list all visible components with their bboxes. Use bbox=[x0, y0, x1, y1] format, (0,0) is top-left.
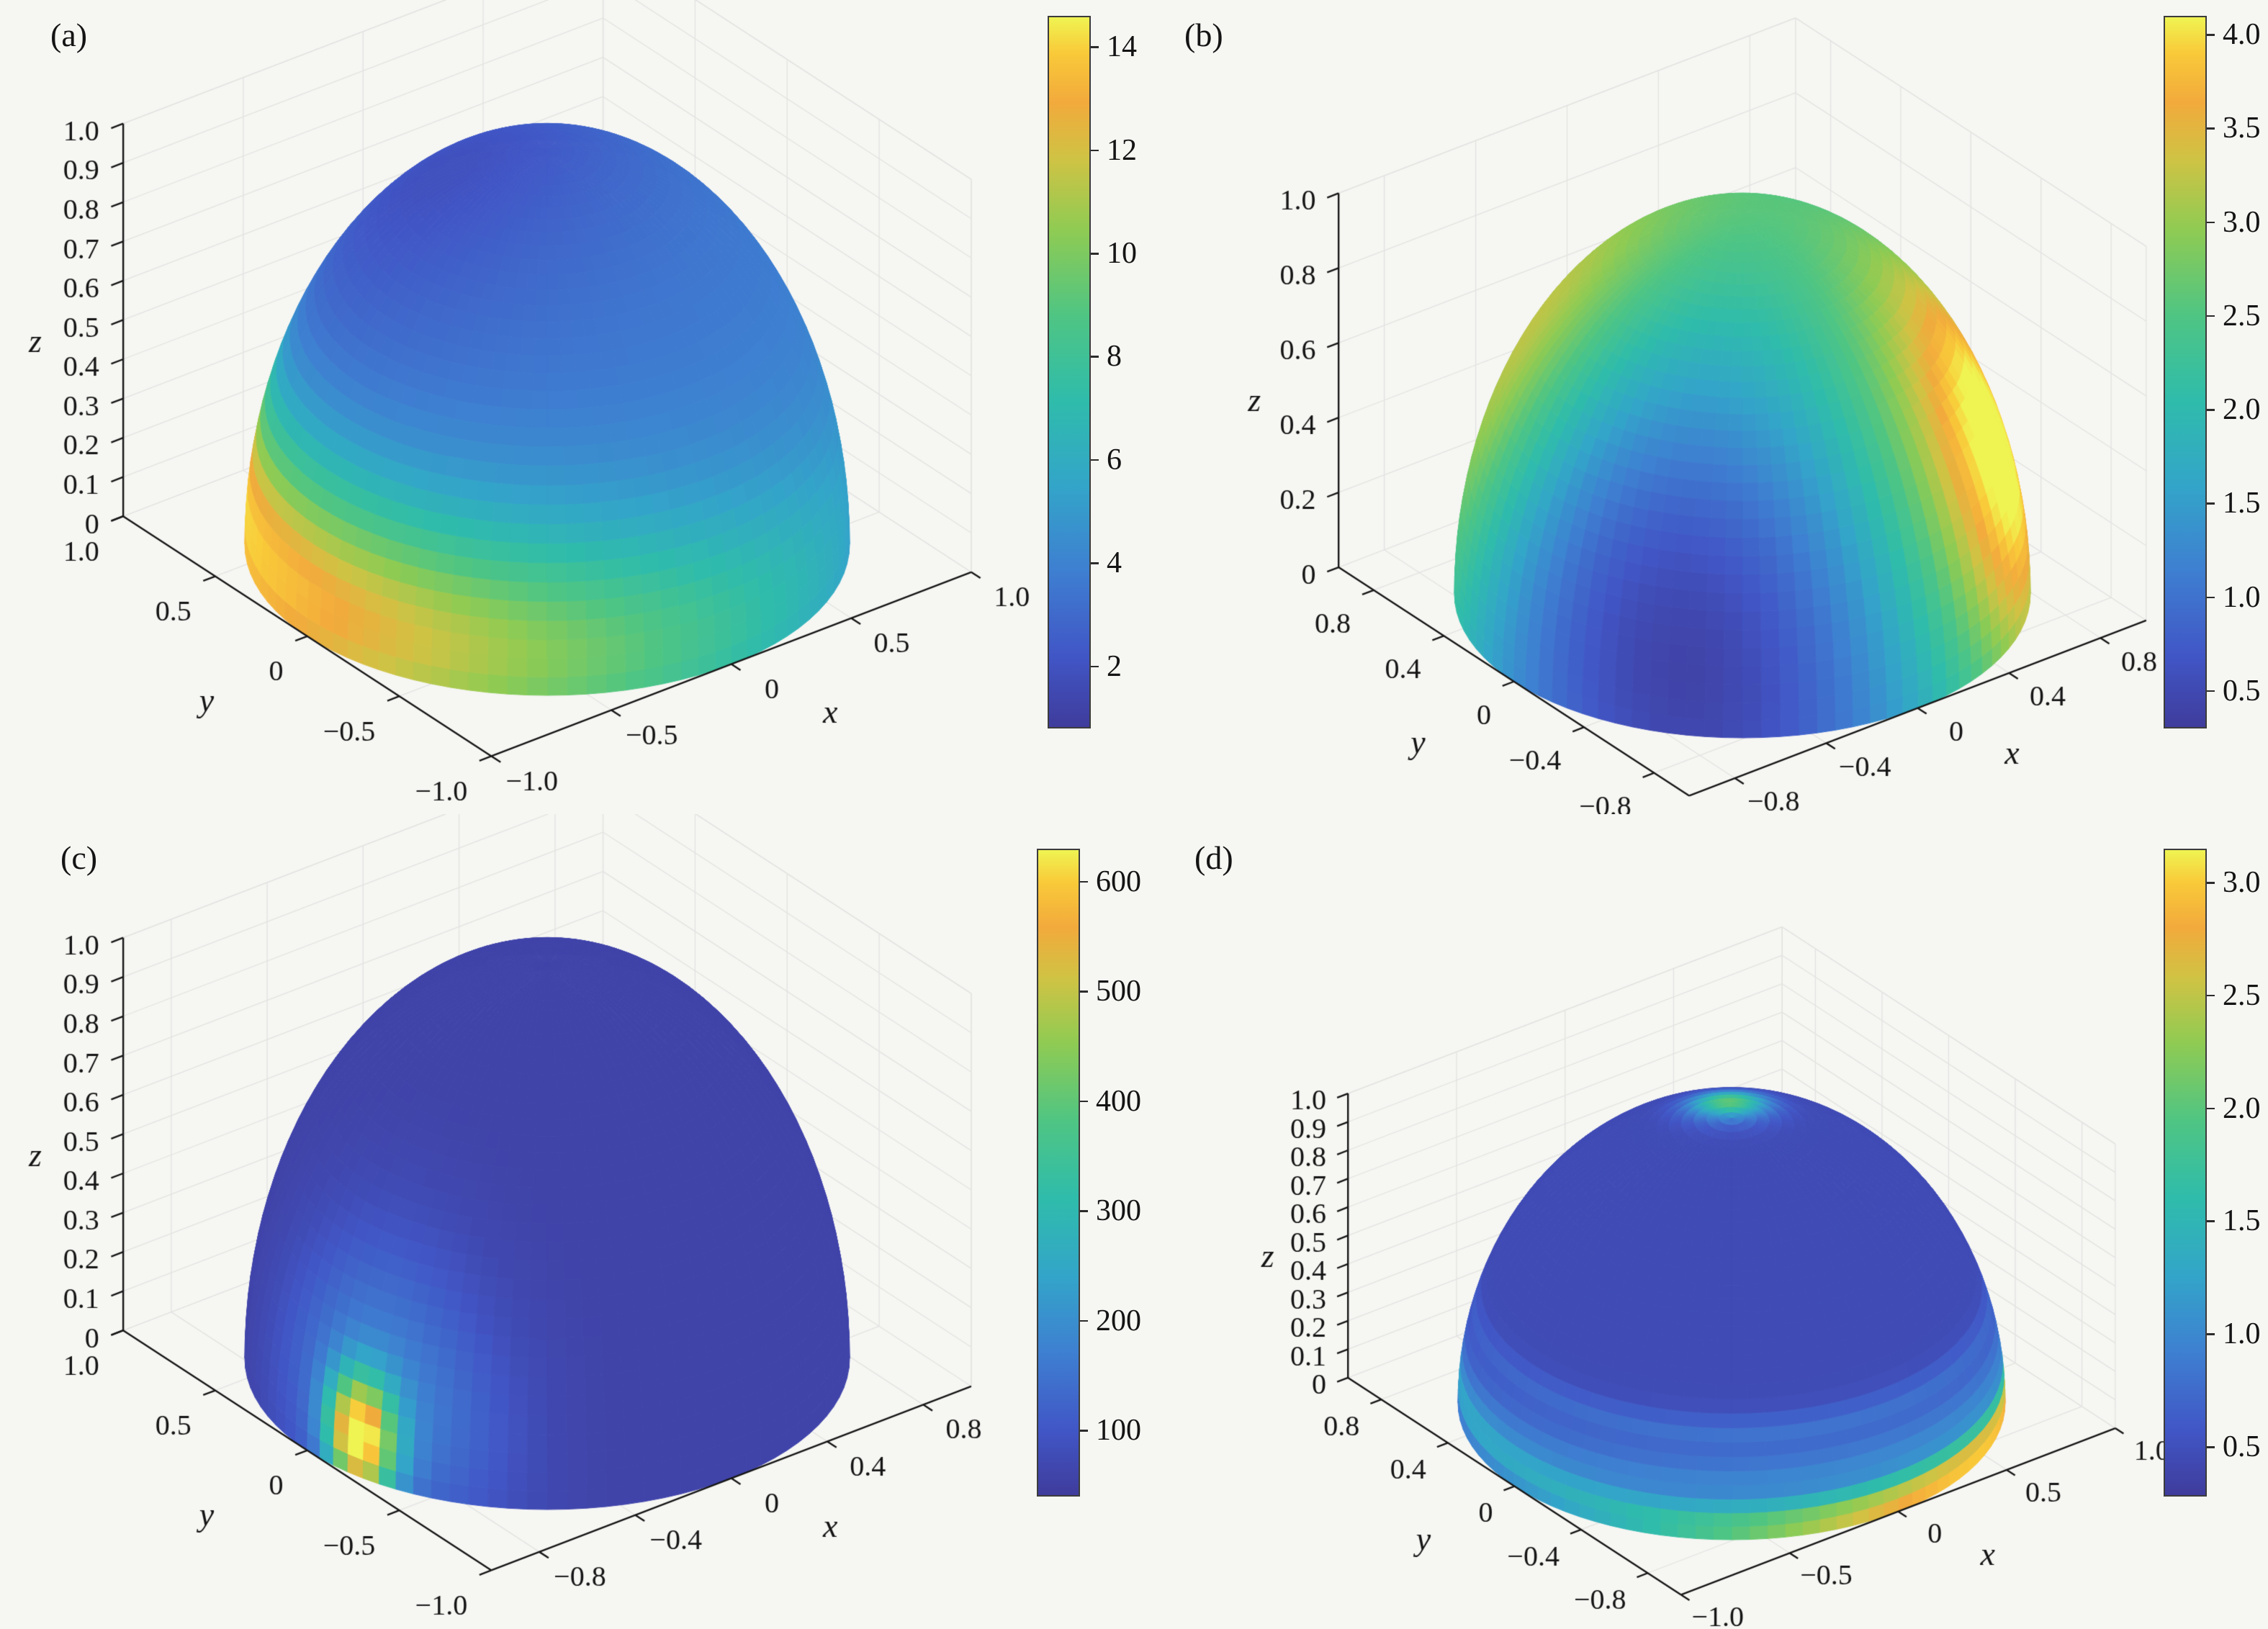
colorbar-tick-label: 14 bbox=[1107, 30, 1137, 64]
panel-label-a: (a) bbox=[50, 17, 88, 53]
colorbar-c: 100 200 300 400 500 600 bbox=[1037, 849, 1159, 1497]
colorbar-tick-mark bbox=[2207, 1107, 2215, 1110]
colorbar-tick-mark bbox=[1080, 1210, 1088, 1212]
panel-b: (b) 0.5 1.0 1.5 2.0 2.5 3.0 3.5 4.0 bbox=[1134, 0, 2268, 814]
colorbar-tick-label: 2 bbox=[1107, 649, 1122, 683]
colorbar-tick-label: 4.0 bbox=[2223, 18, 2261, 52]
panel-c: (c) 100 200 300 400 500 600 bbox=[0, 814, 1141, 1629]
surface-plot-canvas-b bbox=[1134, 0, 2264, 814]
colorbar-tick-label: 1.5 bbox=[2223, 1204, 2261, 1238]
panel-a: (a) 2 4 6 8 10 12 14 bbox=[0, 0, 1137, 814]
colorbar-tick-mark bbox=[2207, 221, 2215, 224]
colorbar-tick-mark bbox=[1080, 1100, 1088, 1103]
colorbar-tick-label: 1.0 bbox=[2223, 1317, 2261, 1351]
colorbar-tick-mark bbox=[2207, 34, 2215, 36]
colorbar-tick-mark bbox=[1091, 665, 1099, 668]
colorbar-tick-mark bbox=[1091, 253, 1099, 255]
colorbar-tick-mark bbox=[2207, 315, 2215, 317]
colorbar-tick-mark bbox=[1091, 562, 1099, 564]
colorbar-tick-mark bbox=[1080, 1319, 1088, 1322]
colorbar-tick-label: 2.5 bbox=[2223, 978, 2261, 1012]
colorbar-gradient bbox=[2164, 16, 2207, 728]
colorbar-tick-mark bbox=[2207, 1333, 2215, 1335]
colorbar-tick-mark bbox=[2207, 1446, 2215, 1448]
colorbar-tick-mark bbox=[2207, 1220, 2215, 1222]
colorbar-tick-mark bbox=[2207, 502, 2215, 505]
colorbar-tick-mark bbox=[1080, 880, 1088, 883]
colorbar-tick-label: 4 bbox=[1107, 546, 1122, 580]
colorbar-tick-label: 3.0 bbox=[2223, 866, 2261, 900]
colorbar-tick-label: 600 bbox=[1096, 865, 1141, 898]
colorbar-tick-mark bbox=[1080, 991, 1088, 993]
colorbar-tick-label: 2.0 bbox=[2223, 1091, 2261, 1125]
colorbar-d: 0.5 1.0 1.5 2.0 2.5 3.0 bbox=[2164, 849, 2268, 1497]
surface-plot-canvas-c bbox=[0, 814, 1130, 1628]
colorbar-tick-label: 0.5 bbox=[2223, 674, 2261, 708]
colorbar-tick-mark bbox=[2207, 994, 2215, 997]
colorbar-tick-mark bbox=[1091, 356, 1099, 358]
colorbar-tick-label: 10 bbox=[1107, 237, 1137, 270]
colorbar-tick-mark bbox=[2207, 882, 2215, 884]
colorbar-tick-label: 400 bbox=[1096, 1084, 1141, 1118]
panel-label-d: (d) bbox=[1194, 839, 1233, 876]
colorbar-a: 2 4 6 8 10 12 14 bbox=[1048, 16, 1170, 728]
colorbar-gradient bbox=[2164, 849, 2207, 1497]
colorbar-tick-label: 100 bbox=[1096, 1414, 1141, 1448]
surface-plot-canvas-a bbox=[0, 0, 1130, 814]
panel-label-b: (b) bbox=[1184, 17, 1223, 53]
colorbar-tick-mark bbox=[2207, 690, 2215, 692]
colorbar-tick-mark bbox=[1091, 149, 1099, 152]
colorbar-tick-mark bbox=[2207, 409, 2215, 411]
colorbar-gradient bbox=[1037, 849, 1080, 1497]
panel-label-c: (c) bbox=[60, 839, 98, 876]
colorbar-tick-mark bbox=[1091, 46, 1099, 48]
panel-d: (d) 0.5 1.0 1.5 2.0 2.5 3.0 bbox=[1134, 814, 2268, 1629]
colorbar-tick-label: 500 bbox=[1096, 975, 1141, 1008]
colorbar-tick-label: 3.0 bbox=[2223, 205, 2261, 239]
colorbar-tick-label: 0.5 bbox=[2223, 1430, 2261, 1463]
surface-plot-canvas-d bbox=[1134, 814, 2264, 1628]
colorbar-gradient bbox=[1048, 16, 1091, 728]
colorbar-tick-mark bbox=[2207, 127, 2215, 130]
colorbar-tick-mark bbox=[1080, 1430, 1088, 1432]
colorbar-tick-label: 2.0 bbox=[2223, 393, 2261, 427]
colorbar-b: 0.5 1.0 1.5 2.0 2.5 3.0 3.5 4.0 bbox=[2164, 16, 2268, 728]
colorbar-tick-mark bbox=[2207, 596, 2215, 599]
colorbar-tick-label: 300 bbox=[1096, 1194, 1141, 1228]
colorbar-tick-label: 1.5 bbox=[2223, 487, 2261, 520]
colorbar-tick-label: 2.5 bbox=[2223, 299, 2261, 333]
colorbar-tick-label: 200 bbox=[1096, 1304, 1141, 1337]
colorbar-tick-label: 1.0 bbox=[2223, 580, 2261, 614]
colorbar-tick-label: 6 bbox=[1107, 443, 1122, 477]
colorbar-tick-label: 3.5 bbox=[2223, 112, 2261, 145]
colorbar-tick-label: 8 bbox=[1107, 340, 1122, 374]
colorbar-tick-label: 12 bbox=[1107, 133, 1137, 167]
colorbar-tick-mark bbox=[1091, 459, 1099, 461]
